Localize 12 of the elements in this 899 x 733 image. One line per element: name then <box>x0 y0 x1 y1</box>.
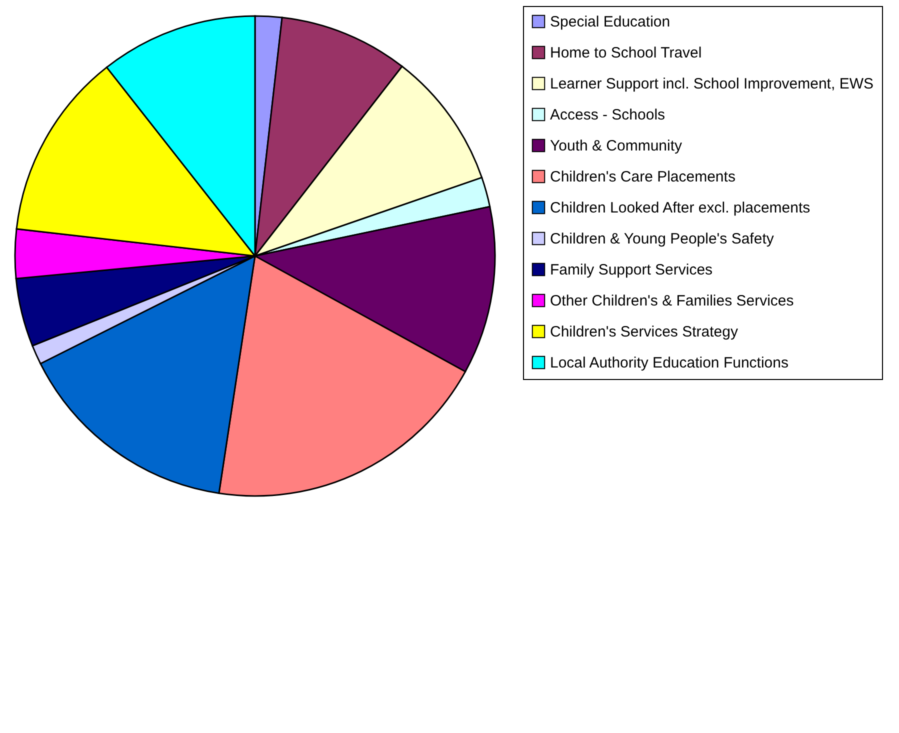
legend-label: Youth & Community <box>550 138 683 154</box>
legend-label: Other Children's & Families Services <box>550 292 794 310</box>
legend-label: Children & Young People's Safety <box>550 230 774 248</box>
legend-label: Home to School Travel <box>550 44 702 62</box>
legend-label: Children's Care Placements <box>550 168 736 186</box>
legend-label: Access - Schools <box>550 106 666 124</box>
legend-label: Family Support Services <box>550 262 713 278</box>
legend-label: Learner Support incl. School Improvement, EWS <box>550 76 874 92</box>
legend-label: Local Authority Education Functions <box>550 354 788 372</box>
legend-label: Special Education <box>550 14 670 30</box>
legend-label: Children Looked After excl. placements <box>550 200 810 216</box>
legend-label: Children's Services Strategy <box>550 324 738 340</box>
